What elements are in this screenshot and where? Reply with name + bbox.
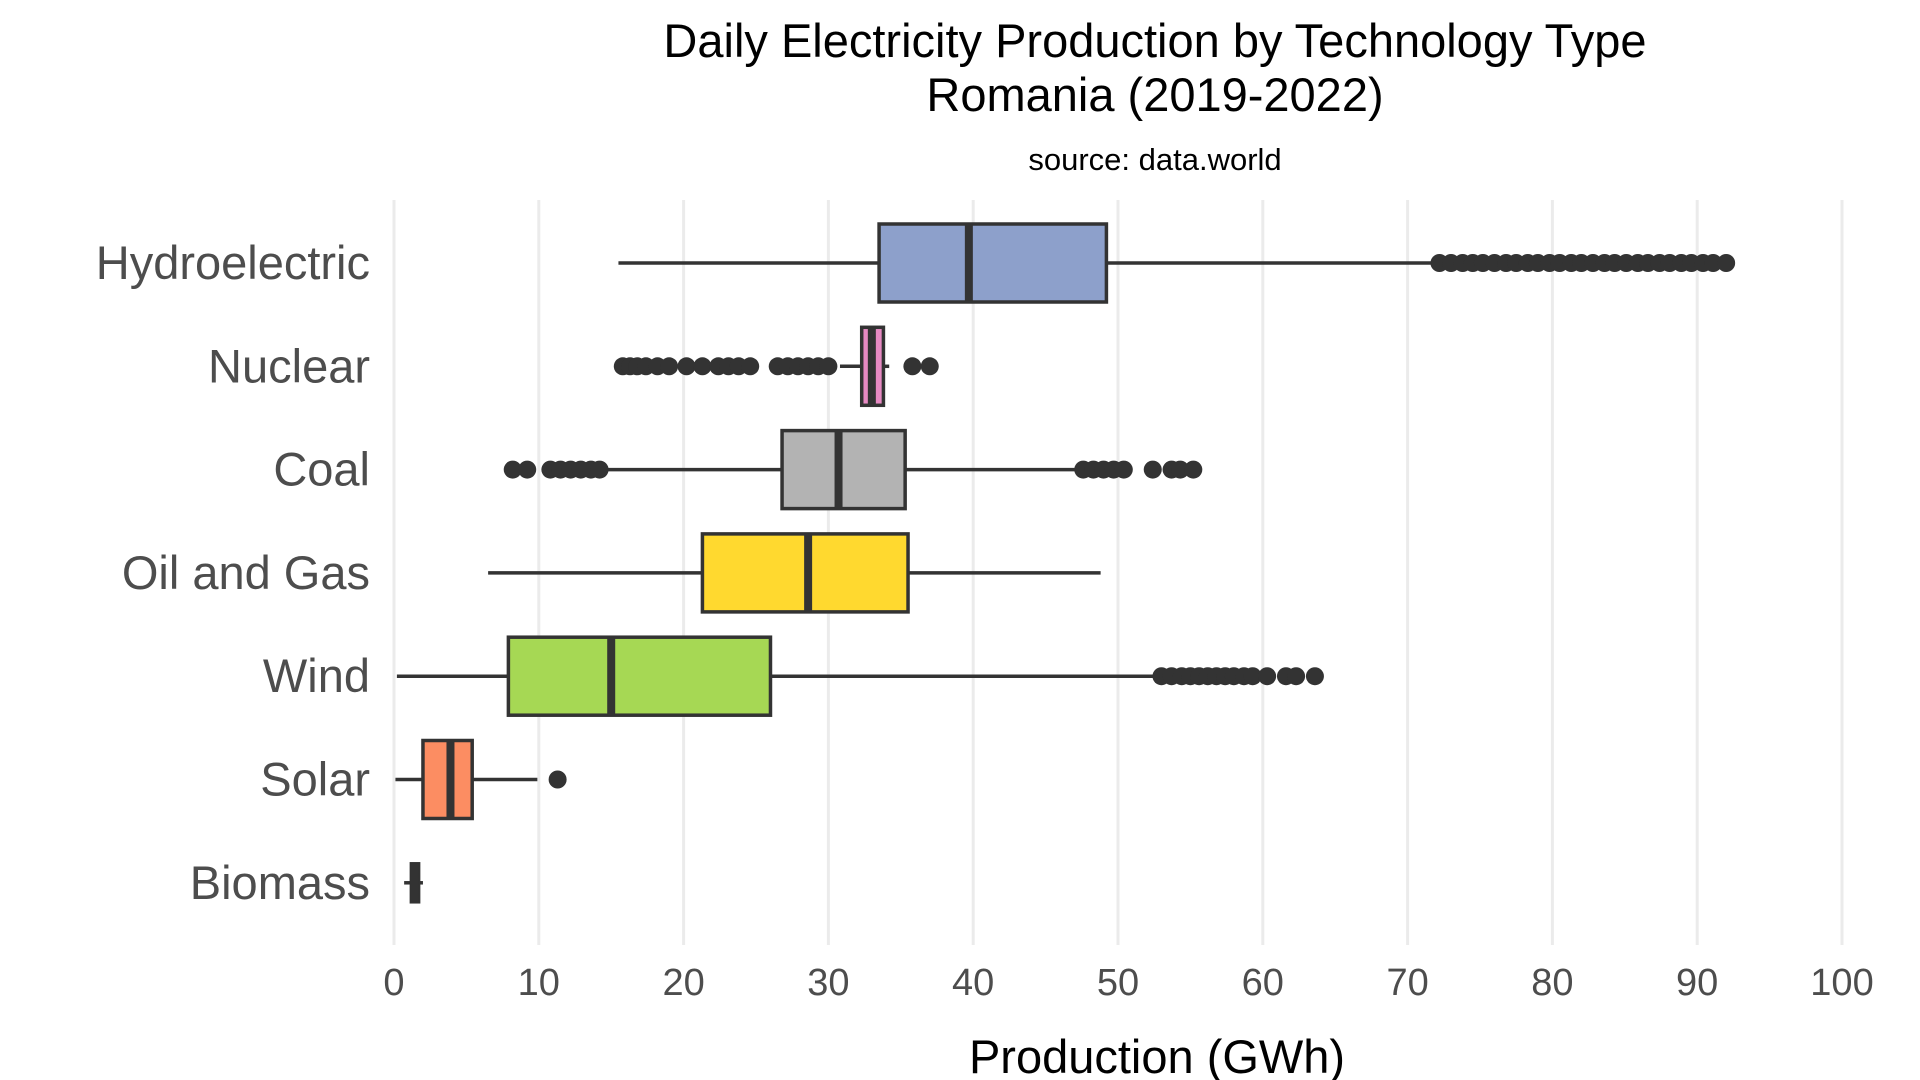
outlier-wind-13 [1287, 667, 1306, 686]
box-oil-and-gas [488, 532, 1101, 614]
x-tick-label-20: 20 [662, 962, 704, 1004]
x-tick-label-70: 70 [1386, 962, 1428, 1004]
x-axis-title: Production (GWh) [969, 1030, 1345, 1080]
box-body-coal [780, 428, 907, 511]
y-label-oil-and-gas: Oil and Gas [122, 546, 370, 599]
y-axis-labels: Hydroelectric Nuclear Coal Oil and Gas Wind S… [96, 236, 370, 909]
y-label-solar: Solar [260, 753, 370, 806]
chart-title: Daily Electricity Production by Technolo… [663, 14, 1647, 67]
outlier-nuclear-17 [819, 357, 838, 376]
box-body-hydroelectric [877, 222, 1109, 304]
outlier-hydroelectric-26 [1717, 254, 1736, 272]
box-nuclear [613, 325, 939, 408]
x-tick-label-30: 30 [807, 962, 849, 1004]
x-tick-label-60: 60 [1242, 962, 1284, 1004]
y-label-wind: Wind [263, 649, 370, 702]
chart-subtitle: source: data.world [1028, 142, 1282, 177]
y-label-biomass: Biomass [190, 856, 370, 909]
outlier-coal-13 [1143, 460, 1162, 479]
x-tick-label-80: 80 [1531, 962, 1573, 1004]
outlier-nuclear-11 [741, 357, 760, 376]
outlier-coal-7 [590, 460, 609, 479]
x-tick-label-100: 100 [1810, 962, 1873, 1004]
outlier-wind-14 [1305, 667, 1324, 686]
box-body-wind [506, 635, 773, 717]
outlier-coal-15 [1171, 460, 1190, 479]
x-tick-label-90: 90 [1676, 962, 1718, 1004]
outlier-wind-10 [1243, 667, 1262, 686]
outlier-nuclear-5 [660, 357, 679, 376]
x-tick-label-50: 50 [1097, 962, 1139, 1004]
outlier-coal-1 [518, 460, 537, 479]
outlier-solar-0 [548, 770, 567, 789]
chart-title-line-2: Romania (2019-2022) [926, 68, 1384, 121]
outlier-coal-12 [1114, 460, 1133, 479]
outlier-wind-11 [1258, 667, 1277, 686]
outlier-hydroelectric-25 [1704, 254, 1723, 272]
outlier-nuclear-6 [677, 357, 696, 376]
outlier-coal-16 [1184, 460, 1203, 479]
box-solar [395, 738, 567, 821]
x-tick-label-40: 40 [952, 962, 994, 1004]
outlier-coal-0 [503, 460, 522, 479]
y-label-hydroelectric: Hydroelectric [96, 236, 370, 289]
y-label-coal: Coal [273, 443, 370, 496]
x-tick-label-10: 10 [518, 962, 560, 1004]
outlier-nuclear-7 [693, 357, 712, 376]
box-coal [503, 428, 1203, 511]
box-series [395, 222, 1736, 904]
box-biomass [404, 862, 423, 904]
y-label-nuclear: Nuclear [208, 339, 370, 392]
outlier-nuclear-18 [903, 357, 922, 376]
outlier-nuclear-19 [920, 357, 939, 376]
x-tick-label-0: 0 [383, 962, 404, 1004]
x-axis-tick-labels: 0 10 20 30 40 50 60 70 80 90 100 [383, 962, 1873, 1004]
box-wind [396, 635, 1324, 717]
box-hydroelectric [618, 222, 1736, 304]
